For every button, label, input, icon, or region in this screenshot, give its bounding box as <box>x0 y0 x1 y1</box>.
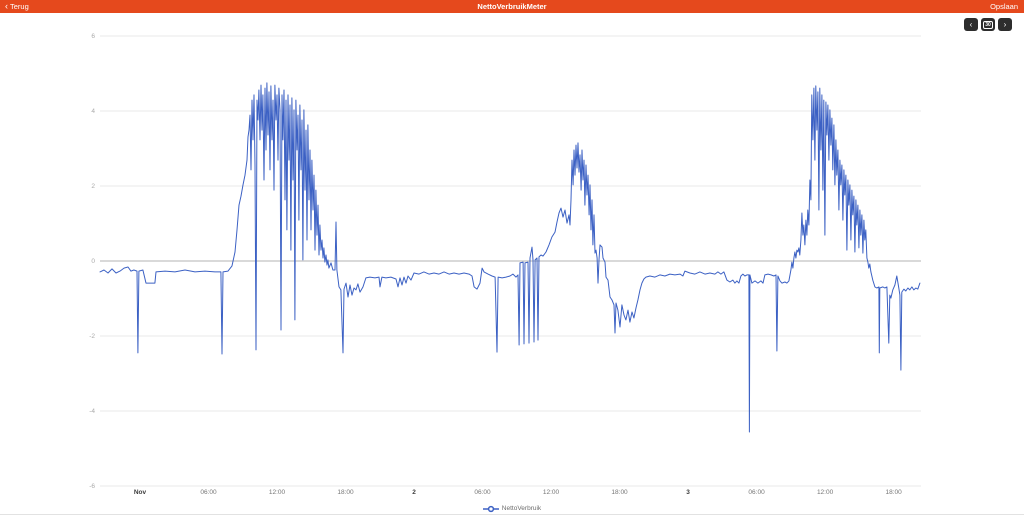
x-axis-tick-label: 12:00 <box>269 489 286 496</box>
back-button-label: Terug <box>10 2 29 11</box>
y-axis-tick-label: -4 <box>89 408 95 415</box>
chevron-right-icon: › <box>1003 20 1007 29</box>
next-period-button[interactable]: › <box>998 18 1012 31</box>
chevron-left-icon: ‹ <box>969 20 973 29</box>
x-axis-tick-label: 18:00 <box>611 489 628 496</box>
x-axis-tick-label: 06:00 <box>200 489 217 496</box>
y-axis-tick-label: -2 <box>89 333 95 340</box>
y-axis-tick-label: 6 <box>91 33 95 40</box>
x-axis-tick-label: 3 <box>686 489 690 496</box>
x-axis-tick-label: 18:00 <box>337 489 354 496</box>
chevron-left-icon: ‹ <box>5 1 8 11</box>
bottom-divider <box>0 514 1024 515</box>
date-navigation: ‹ 30 › <box>964 18 1012 31</box>
app-header: ‹ Terug NettoVerbruikMeter Opslaan <box>0 0 1024 13</box>
legend-item-nettoverbruik[interactable]: NettoVerbruik <box>0 503 1024 514</box>
x-axis-tick-label: 06:00 <box>748 489 765 496</box>
calendar-button[interactable]: 30 <box>981 18 995 31</box>
page-title: NettoVerbruikMeter <box>477 2 547 11</box>
x-axis-tick-label: Nov <box>134 489 147 496</box>
x-axis-tick-label: 06:00 <box>474 489 491 496</box>
calendar-icon: 30 <box>983 20 993 29</box>
y-axis-tick-label: 0 <box>91 258 95 265</box>
series-line-nettoverbruik <box>99 82 921 433</box>
legend-label: NettoVerbruik <box>501 505 542 512</box>
netto-verbruik-chart[interactable]: 6 4 2 0 -2 -4 -6 Nov 06:00 12:00 18:00 2 06:00 12:00 1… <box>0 0 1024 500</box>
x-axis-tick-label: 2 <box>412 489 416 496</box>
x-axis-tick-label: 18:00 <box>885 489 902 496</box>
y-axis-tick-label: -6 <box>89 483 95 490</box>
line-series-marker-icon <box>482 505 499 512</box>
x-axis-tick-label: 12:00 <box>543 489 560 496</box>
y-axis-tick-label: 4 <box>91 108 95 115</box>
x-axis-tick-label: 12:00 <box>817 489 834 496</box>
y-axis-tick-label: 2 <box>91 183 95 190</box>
prev-period-button[interactable]: ‹ <box>964 18 978 31</box>
save-button[interactable]: Opslaan <box>990 2 1018 11</box>
back-button[interactable]: ‹ Terug <box>5 0 29 13</box>
